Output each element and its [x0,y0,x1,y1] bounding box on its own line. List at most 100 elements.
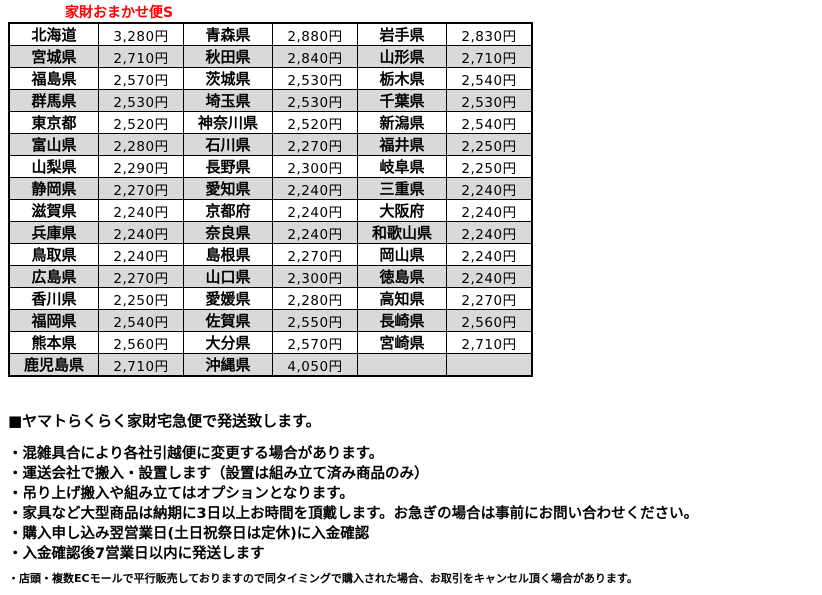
prefecture-cell: 愛知県 [183,177,273,200]
price-cell: 2,530円 [272,89,358,112]
prefecture-cell: 徳島県 [357,265,447,288]
price-cell: 2,270円 [98,177,184,200]
note-bullet: ・家具など大型商品は納期に3日以上お時間を頂戴します。お急ぎの場合は事前にお問い… [8,506,699,522]
prefecture-cell: 秋田県 [183,45,273,68]
prefecture-cell: 広島県 [8,265,99,288]
price-cell: 2,290円 [98,155,184,178]
price-cell [446,353,533,377]
prefecture-cell: 岐阜県 [357,155,447,178]
prefecture-cell: 栃木県 [357,67,447,90]
note-bullet: ・吊り上げ搬入や組み立てはオプションとなります。 [8,486,354,502]
price-cell: 2,560円 [98,331,184,354]
price-cell: 2,250円 [98,287,184,310]
fee-table-row: 鹿児島県 2,710円 沖縄県 4,050円 [8,353,533,377]
price-cell: 2,240円 [98,199,184,222]
price-cell: 2,270円 [272,133,358,156]
shipping-fee-table-body: 北海道 3,280円 青森県 2,880円 岩手県 2,830円 宮城県 2,7… [8,22,533,377]
price-cell: 2,240円 [98,243,184,266]
prefecture-cell: 大阪府 [357,199,447,222]
price-cell: 2,250円 [446,133,533,156]
price-cell: 4,050円 [272,353,358,377]
price-cell: 2,240円 [272,177,358,200]
fee-table-row: 鳥取県 2,240円 島根県 2,270円 岡山県 2,240円 [8,243,533,266]
prefecture-cell: 山形県 [357,45,447,68]
prefecture-cell: 富山県 [8,133,99,156]
price-cell: 2,280円 [272,287,358,310]
fee-table-row: 静岡県 2,270円 愛知県 2,240円 三重県 2,240円 [8,177,533,200]
fee-table-row: 山梨県 2,290円 長野県 2,300円 岐阜県 2,250円 [8,155,533,178]
prefecture-cell: 群馬県 [8,89,99,112]
price-cell: 2,300円 [272,265,358,288]
price-cell: 2,710円 [446,331,533,354]
prefecture-cell: 奈良県 [183,221,273,244]
note-bullet: ・混雑具合により各社引越便に変更する場合があります。 [8,446,384,462]
price-cell: 2,240円 [446,243,533,266]
fee-table-title: 家財おまかせ便S [65,5,174,21]
price-cell: 2,710円 [446,45,533,68]
prefecture-cell: 岡山県 [357,243,447,266]
price-cell: 2,550円 [272,309,358,332]
prefecture-cell: 長野県 [183,155,273,178]
fee-table-row: 福岡県 2,540円 佐賀県 2,550円 長崎県 2,560円 [8,309,533,332]
price-cell: 2,540円 [446,111,533,134]
prefecture-cell: 長崎県 [357,309,447,332]
note-bullet: ・購入申し込み翌営業日(土日祝祭日は定休)に入金確認 [8,526,370,542]
price-cell: 2,240円 [272,199,358,222]
price-cell: 2,840円 [272,45,358,68]
prefecture-cell: 山梨県 [8,155,99,178]
prefecture-cell: 千葉県 [357,89,447,112]
price-cell: 2,540円 [98,309,184,332]
prefecture-cell: 宮城県 [8,45,99,68]
fee-table-row: 富山県 2,280円 石川県 2,270円 福井県 2,250円 [8,133,533,156]
prefecture-cell: 鹿児島県 [8,353,99,377]
fee-table-row: 兵庫県 2,240円 奈良県 2,240円 和歌山県 2,240円 [8,221,533,244]
prefecture-cell: 三重県 [357,177,447,200]
price-cell: 2,710円 [98,45,184,68]
fee-table-row: 熊本県 2,560円 大分県 2,570円 宮崎県 2,710円 [8,331,533,354]
prefecture-cell [357,353,447,377]
price-cell: 2,270円 [98,265,184,288]
prefecture-cell: 大分県 [183,331,273,354]
price-cell: 2,880円 [272,22,358,46]
fee-table-row: 福島県 2,570円 茨城県 2,530円 栃木県 2,540円 [8,67,533,90]
prefecture-cell: 新潟県 [357,111,447,134]
prefecture-cell: 福島県 [8,67,99,90]
prefecture-cell: 福岡県 [8,309,99,332]
prefecture-cell: 岩手県 [357,22,447,46]
price-cell: 2,240円 [446,265,533,288]
prefecture-cell: 静岡県 [8,177,99,200]
price-cell: 2,710円 [98,353,184,377]
fee-table-row: 群馬県 2,530円 埼玉県 2,530円 千葉県 2,530円 [8,89,533,112]
fee-table-row: 北海道 3,280円 青森県 2,880円 岩手県 2,830円 [8,22,533,46]
price-cell: 2,830円 [446,22,533,46]
prefecture-cell: 滋賀県 [8,199,99,222]
price-cell: 2,560円 [446,309,533,332]
fee-table-row: 宮城県 2,710円 秋田県 2,840円 山形県 2,710円 [8,45,533,68]
shipping-notes: ■ヤマトらくらく家財宅急便で発送致します。 ・混雑具合により各社引越便に変更する… [8,410,818,586]
price-cell: 2,540円 [446,67,533,90]
prefecture-cell: 茨城県 [183,67,273,90]
fee-table-row: 広島県 2,270円 山口県 2,300円 徳島県 2,240円 [8,265,533,288]
prefecture-cell: 愛媛県 [183,287,273,310]
price-cell: 2,520円 [272,111,358,134]
price-cell: 2,240円 [446,199,533,222]
price-cell: 2,530円 [446,89,533,112]
fee-table-row: 東京都 2,520円 神奈川県 2,520円 新潟県 2,540円 [8,111,533,134]
prefecture-cell: 福井県 [357,133,447,156]
price-cell: 2,280円 [98,133,184,156]
prefecture-cell: 兵庫県 [8,221,99,244]
prefecture-cell: 京都府 [183,199,273,222]
notes-heading: ■ヤマトらくらく家財宅急便で発送致します。 [8,412,321,430]
note-bullet: ・運送会社で搬入・設置します（設置は組み立て済み商品のみ） [8,466,429,482]
fee-table-row: 香川県 2,250円 愛媛県 2,280円 高知県 2,270円 [8,287,533,310]
note-bullet: ・入金確認後7営業日以内に発送します [8,546,265,562]
prefecture-cell: 高知県 [357,287,447,310]
prefecture-cell: 熊本県 [8,331,99,354]
price-cell: 2,240円 [272,221,358,244]
price-cell: 2,270円 [446,287,533,310]
price-cell: 3,280円 [98,22,184,46]
price-cell: 2,520円 [98,111,184,134]
price-cell: 2,530円 [98,89,184,112]
price-cell: 2,570円 [272,331,358,354]
price-cell: 2,240円 [98,221,184,244]
